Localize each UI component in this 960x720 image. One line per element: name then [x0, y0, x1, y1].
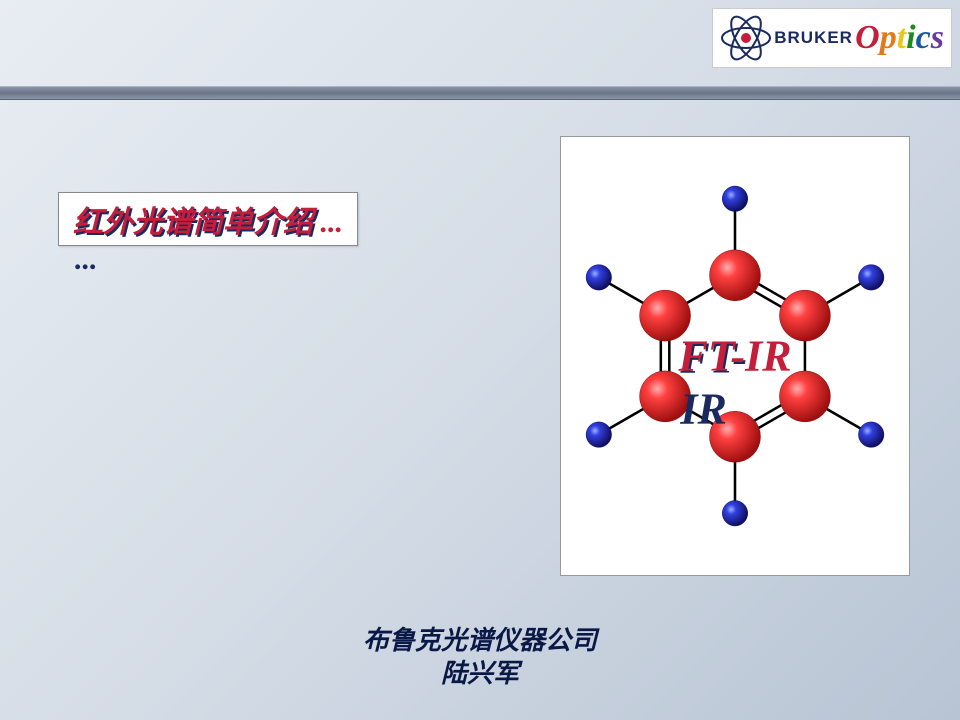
- title-box: 红外光谱简单介绍 ... 红外光谱简单介绍 ...: [58, 192, 358, 246]
- footer: 布鲁克光谱仪器公司 陆兴军: [0, 625, 960, 690]
- product-text: Optics: [855, 19, 944, 57]
- brand-text: BRUKER: [774, 28, 853, 48]
- atom-icon: [720, 13, 772, 63]
- molecule-panel: FT-IR FT-IR: [560, 136, 910, 576]
- footer-author: 陆兴军: [0, 658, 960, 691]
- header-divider: [0, 86, 960, 100]
- ftir-label: FT-IR FT-IR: [678, 331, 791, 382]
- footer-company: 布鲁克光谱仪器公司: [0, 625, 960, 658]
- logo-panel: BRUKER Optics: [712, 8, 952, 68]
- title-text: 红外光谱简单介绍 ...: [73, 206, 343, 239]
